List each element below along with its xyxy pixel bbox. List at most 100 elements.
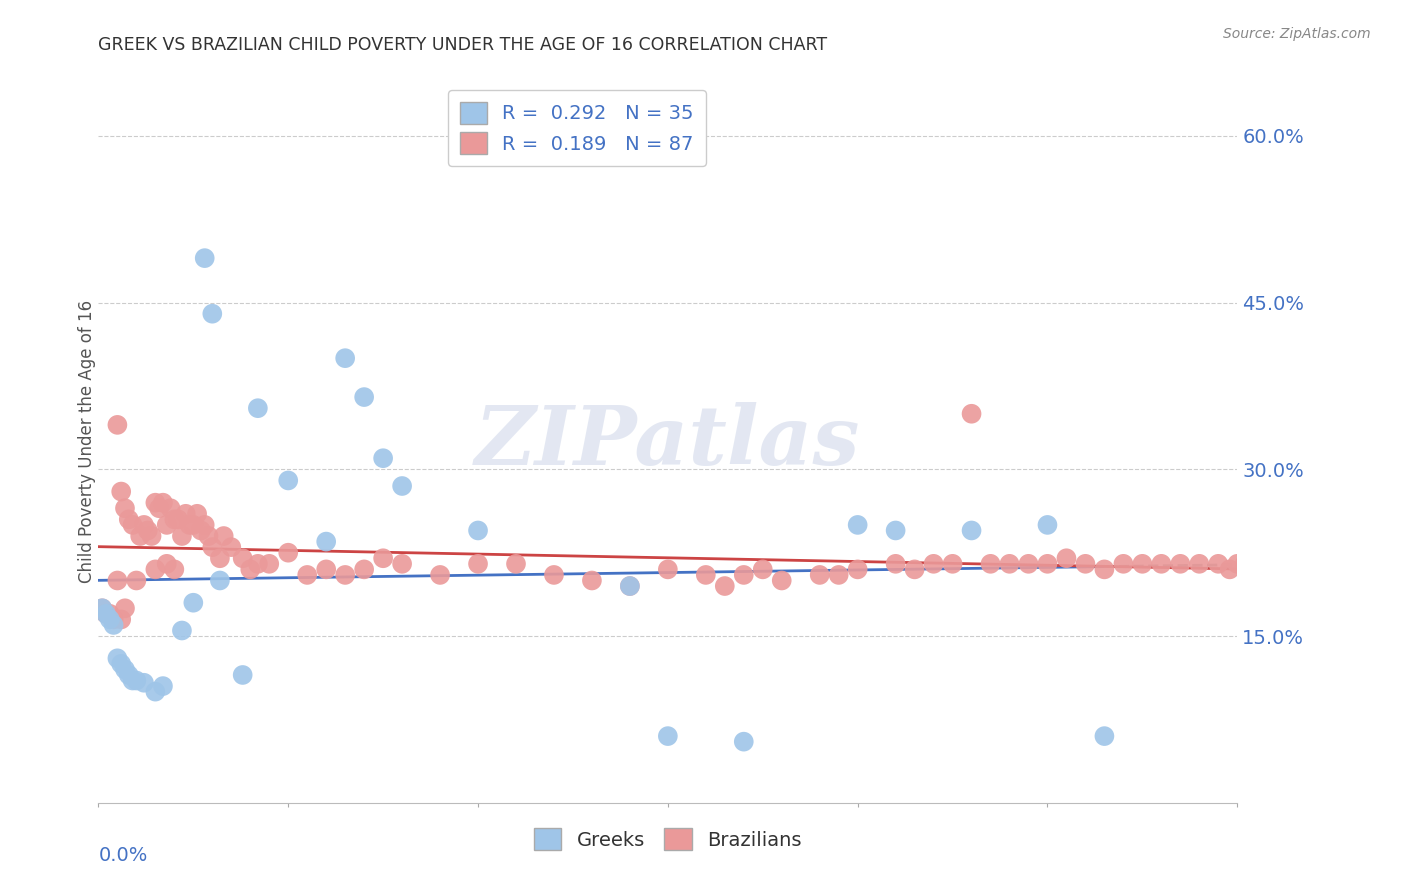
Point (371, 551, 394, 566)
Point (1018, 557, 1040, 571)
Point (118, 512, 141, 526)
Point (846, 517, 869, 532)
Point (110, 484, 132, 499)
Point (335, 568, 357, 582)
Point (208, 574, 231, 588)
Point (167, 512, 190, 526)
Point (125, 673, 148, 688)
Point (1188, 557, 1211, 571)
Point (505, 557, 527, 571)
Point (201, 307, 224, 321)
Point (103, 612, 125, 626)
Point (1170, 557, 1192, 571)
Point (114, 601, 136, 615)
Text: ZIPatlas: ZIPatlas (475, 401, 860, 482)
Point (1036, 517, 1059, 532)
Point (846, 562, 869, 576)
Point (1150, 557, 1173, 571)
Point (239, 562, 262, 576)
Point (194, 517, 217, 532)
Point (121, 673, 143, 688)
Point (141, 529, 163, 543)
Point (145, 496, 167, 510)
Point (1094, 729, 1116, 743)
Point (808, 568, 831, 582)
Point (884, 524, 907, 538)
Point (201, 540, 224, 554)
Point (170, 529, 193, 543)
Point (190, 524, 212, 538)
Point (960, 407, 983, 421)
Point (107, 417, 129, 432)
Point (152, 496, 174, 510)
Point (752, 562, 775, 576)
Point (121, 517, 143, 532)
Point (98, 607, 121, 621)
Point (695, 568, 717, 582)
Point (163, 562, 186, 576)
Point (942, 557, 965, 571)
Point (467, 557, 489, 571)
Point (145, 562, 167, 576)
Point (107, 574, 129, 588)
Point (259, 557, 281, 571)
Point (94, 607, 117, 621)
Y-axis label: Child Poverty Under the Age of 16: Child Poverty Under the Age of 16 (79, 300, 96, 583)
Point (212, 529, 235, 543)
Point (98, 612, 121, 626)
Point (232, 668, 254, 682)
Point (391, 557, 413, 571)
Point (960, 524, 983, 538)
Point (221, 540, 243, 554)
Point (770, 574, 793, 588)
Point (1219, 562, 1241, 576)
Point (828, 568, 851, 582)
Point (353, 390, 375, 404)
Point (145, 684, 167, 698)
Point (543, 568, 565, 582)
Point (1246, 551, 1268, 566)
Point (315, 562, 337, 576)
Point (110, 657, 132, 671)
Point (110, 612, 132, 626)
Point (1054, 551, 1078, 566)
Point (107, 651, 129, 665)
Point (371, 451, 394, 466)
Point (429, 568, 451, 582)
Point (1036, 557, 1059, 571)
Point (159, 501, 181, 516)
Text: 0.0%: 0.0% (98, 847, 148, 865)
Point (922, 557, 945, 571)
Point (148, 501, 170, 516)
Point (581, 574, 603, 588)
Point (1302, 662, 1324, 676)
Point (1284, 496, 1306, 510)
Point (1074, 557, 1097, 571)
Point (1208, 557, 1230, 571)
Point (467, 524, 489, 538)
Point (619, 579, 641, 593)
Point (103, 618, 125, 632)
Point (132, 675, 155, 690)
Point (183, 596, 205, 610)
Point (156, 557, 179, 571)
Point (114, 662, 136, 676)
Point (315, 534, 337, 549)
Point (884, 557, 907, 571)
Point (277, 474, 299, 488)
Point (277, 546, 299, 560)
Point (998, 557, 1021, 571)
Point (733, 734, 755, 748)
Point (174, 507, 197, 521)
Point (194, 251, 217, 265)
Point (904, 562, 927, 576)
Point (208, 551, 231, 566)
Point (197, 529, 219, 543)
Point (714, 579, 737, 593)
Point (125, 574, 148, 588)
Point (186, 507, 208, 521)
Point (232, 551, 254, 566)
Point (152, 679, 174, 693)
Point (297, 568, 319, 582)
Point (91, 601, 114, 615)
